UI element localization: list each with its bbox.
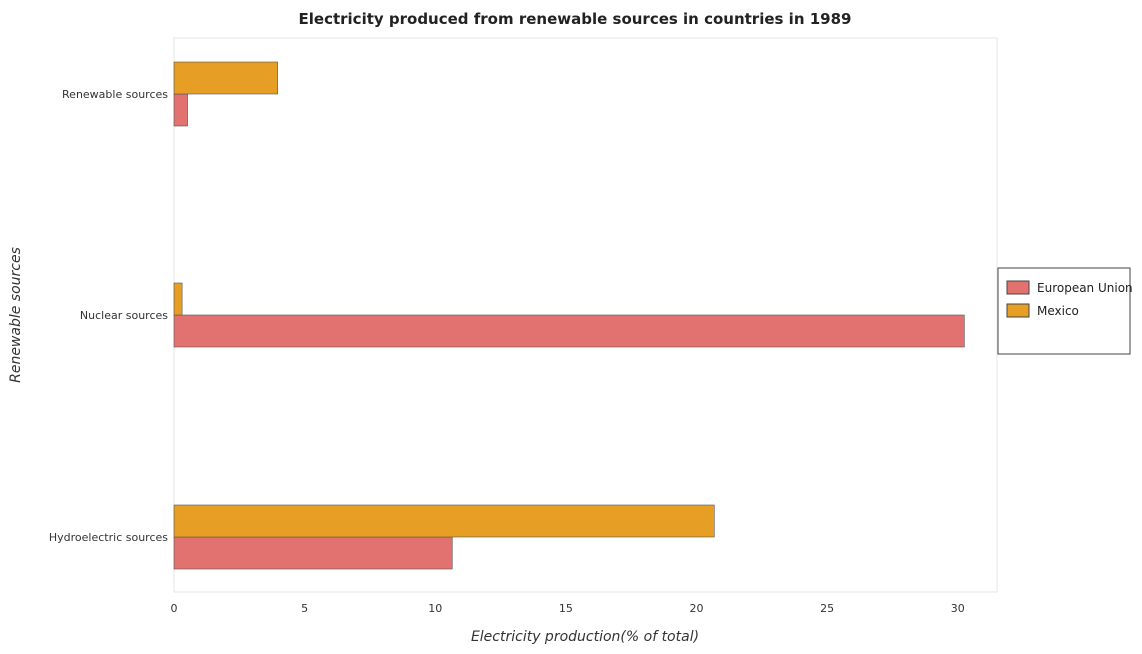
bar-european-union-hydroelectric-sources <box>173 536 453 570</box>
x-tick-label-20: 20 <box>690 602 704 615</box>
x-tick-label-25: 25 <box>820 602 834 615</box>
y-tick-label-renewable-sources: Renewable sources <box>62 88 168 101</box>
bar-european-union-nuclear-sources <box>173 314 965 348</box>
x-tick-labels: 0 5 10 15 20 25 30 <box>171 602 965 615</box>
legend: European Union Mexico <box>997 267 1133 355</box>
y-axis-title: Renewable sources <box>8 247 24 383</box>
legend-swatch-mexico <box>1006 303 1030 318</box>
legend-swatch-european-union <box>1006 280 1030 295</box>
bars-group <box>173 61 965 570</box>
x-tick-label-5: 5 <box>301 602 308 615</box>
bar-mexico-hydroelectric-sources <box>173 504 715 538</box>
x-tick-label-30: 30 <box>951 602 965 615</box>
legend-label-mexico: Mexico <box>1037 304 1079 318</box>
y-tick-label-nuclear-sources: Nuclear sources <box>80 309 168 322</box>
y-tick-label-hydroelectric-sources: Hydroelectric sources <box>49 531 168 544</box>
bar-mexico-nuclear-sources <box>173 282 183 316</box>
x-tick-label-15: 15 <box>559 602 573 615</box>
chart-title: Electricity produced from renewable sour… <box>299 10 852 28</box>
x-tick-label-10: 10 <box>428 602 442 615</box>
bar-european-union-renewable-sources <box>173 93 188 127</box>
x-axis-title: Electricity production(% of total) <box>471 629 699 645</box>
legend-label-european-union: European Union <box>1037 281 1133 295</box>
bar-mexico-renewable-sources <box>173 61 279 95</box>
y-tick-labels: Hydroelectric sources Nuclear sources Rene… <box>49 88 168 544</box>
x-tick-label-0: 0 <box>171 602 178 615</box>
